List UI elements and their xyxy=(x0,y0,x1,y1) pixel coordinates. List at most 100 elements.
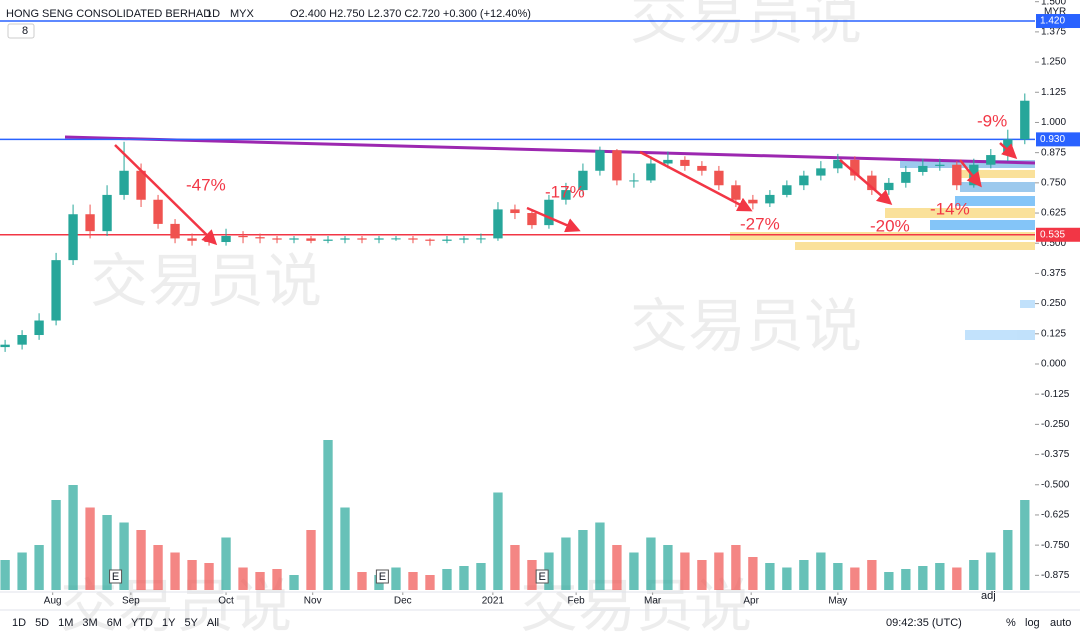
volume-bar xyxy=(391,567,401,590)
x-tick-label: Oct xyxy=(218,596,234,607)
candle-body xyxy=(476,238,486,240)
candle-body xyxy=(357,238,367,240)
volume-bar xyxy=(799,560,809,590)
volume-bar xyxy=(459,566,469,590)
candle-body xyxy=(255,237,265,239)
volume-bar xyxy=(85,507,95,590)
annotation: -27% xyxy=(740,214,780,233)
y-tick-label: 1.500 xyxy=(1041,0,1066,7)
volume-bar xyxy=(731,545,741,590)
volume-bar xyxy=(850,567,860,590)
plot xyxy=(0,20,1035,590)
volume-bar xyxy=(102,515,112,590)
candle-body xyxy=(17,335,27,345)
candle-body xyxy=(884,182,894,191)
candle-body xyxy=(697,165,707,171)
candle-body xyxy=(136,170,146,200)
volume-bar xyxy=(816,552,826,590)
volume-bar xyxy=(1020,500,1030,590)
y-tick-label: 0.125 xyxy=(1041,328,1066,339)
volume-bar xyxy=(357,572,367,590)
x-tick-label: Apr xyxy=(743,596,759,607)
range-button[interactable]: 1M xyxy=(58,617,73,629)
y-tick-label: -0.750 xyxy=(1041,540,1070,551)
candle-body xyxy=(425,239,435,241)
volume-bar xyxy=(136,530,146,590)
candle-body xyxy=(289,238,299,240)
candle-body xyxy=(612,150,622,181)
volume-bar xyxy=(612,545,622,590)
annotation: -9% xyxy=(977,111,1007,130)
candle-body xyxy=(680,159,690,166)
volume-bar xyxy=(425,575,435,590)
candle-body xyxy=(901,171,911,183)
volume-bar xyxy=(697,560,707,590)
volume-bar xyxy=(578,530,588,590)
volume-bar xyxy=(986,552,996,590)
candle-body xyxy=(765,194,775,204)
level-tag xyxy=(1036,14,1080,29)
y-tick-label: 1.375 xyxy=(1041,27,1066,38)
volume-bar xyxy=(595,522,605,590)
y-tick-label: 0.875 xyxy=(1041,147,1066,158)
range-button[interactable]: 1D xyxy=(12,617,26,629)
volume-bar xyxy=(629,552,639,590)
x-tick-label: 2021 xyxy=(482,596,505,607)
interval: 1D xyxy=(206,8,220,20)
scale-option[interactable]: log xyxy=(1025,617,1040,629)
exchange: MYX xyxy=(230,8,255,20)
volume-bar xyxy=(204,563,214,590)
scale-option[interactable]: % xyxy=(1006,617,1016,629)
range-button[interactable]: All xyxy=(207,617,219,629)
indicator-toggle[interactable] xyxy=(7,23,35,39)
range-button[interactable]: 6M xyxy=(107,617,122,629)
scale-option[interactable]: auto xyxy=(1050,617,1071,629)
candle-body xyxy=(34,320,44,336)
volume-bar xyxy=(952,567,962,590)
volume-profile xyxy=(730,160,1035,340)
range-button[interactable]: 1Y xyxy=(162,617,176,629)
candle-body xyxy=(102,194,112,232)
volume-bar xyxy=(306,530,316,590)
candle-body xyxy=(918,165,928,172)
y-tick-label: -0.375 xyxy=(1041,449,1070,460)
annotation: -20% xyxy=(870,216,910,235)
candle-body xyxy=(782,185,792,195)
volume-bar xyxy=(918,566,928,590)
price-axis xyxy=(1035,0,1080,592)
range-button[interactable]: YTD xyxy=(131,617,153,629)
y-tick-label: -0.250 xyxy=(1041,419,1070,430)
range-button[interactable]: 5D xyxy=(35,617,49,629)
range-button[interactable]: 5Y xyxy=(184,617,198,629)
volume-bar xyxy=(561,537,571,590)
volume-bar xyxy=(238,567,248,590)
y-tick-label: 0.625 xyxy=(1041,208,1066,219)
y-tick-label: 0.375 xyxy=(1041,268,1066,279)
range-button[interactable]: 3M xyxy=(82,617,97,629)
volume-bar xyxy=(782,567,792,590)
volume-bar xyxy=(340,507,350,590)
candle-body xyxy=(833,159,843,169)
candle-body xyxy=(578,170,588,191)
y-tick-label: -0.125 xyxy=(1041,389,1070,400)
x-tick-label: Sep xyxy=(122,596,140,607)
x-tick-label: May xyxy=(828,596,847,607)
candle-body xyxy=(85,214,95,232)
candle-body xyxy=(1020,100,1030,140)
candle-body xyxy=(306,238,316,241)
y-tick-label: -0.625 xyxy=(1041,510,1070,521)
volume-bar xyxy=(680,552,690,590)
volume-bar xyxy=(289,575,299,590)
candle-body xyxy=(153,199,163,224)
volume-bar xyxy=(493,492,503,590)
volume-bar xyxy=(765,563,775,590)
volume-bar xyxy=(187,560,197,590)
x-tick-label: Dec xyxy=(394,596,412,607)
y-tick-label: 0.750 xyxy=(1041,177,1066,188)
volume-bar xyxy=(0,560,10,590)
y-tick-label: -0.875 xyxy=(1041,570,1070,581)
axis: 1.500 1.375 1.250 1.125 1.000 0.875 0.750 0.625… xyxy=(44,0,1080,607)
volume-bar xyxy=(272,569,282,590)
adj[interactable]: adj xyxy=(981,590,996,602)
